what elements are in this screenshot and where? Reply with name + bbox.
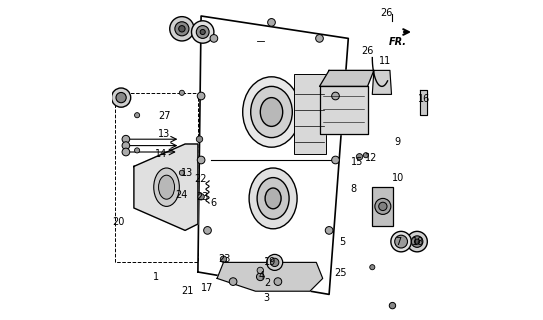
Text: 23: 23: [218, 254, 230, 264]
Circle shape: [370, 265, 375, 270]
Text: 15: 15: [351, 156, 363, 167]
Text: 16: 16: [418, 94, 430, 104]
Polygon shape: [217, 262, 323, 291]
Text: 7: 7: [395, 236, 401, 247]
Bar: [372, 187, 393, 226]
Circle shape: [116, 92, 126, 103]
Circle shape: [179, 26, 185, 32]
Circle shape: [197, 136, 203, 142]
Text: 22: 22: [194, 174, 207, 184]
Text: 19: 19: [264, 257, 277, 267]
Text: 10: 10: [392, 172, 404, 183]
Text: 5: 5: [339, 236, 345, 247]
Circle shape: [325, 227, 333, 234]
Circle shape: [220, 256, 226, 262]
Circle shape: [198, 194, 204, 200]
Text: 4: 4: [258, 271, 264, 281]
Ellipse shape: [249, 168, 297, 229]
Circle shape: [197, 156, 205, 164]
Circle shape: [170, 17, 194, 41]
Ellipse shape: [265, 188, 281, 209]
Circle shape: [257, 267, 263, 274]
Circle shape: [268, 19, 275, 26]
Text: 24: 24: [175, 190, 187, 200]
Circle shape: [192, 21, 214, 43]
Text: 8: 8: [350, 184, 356, 195]
Polygon shape: [372, 70, 392, 94]
Circle shape: [332, 92, 339, 100]
Circle shape: [414, 239, 420, 244]
Circle shape: [256, 273, 264, 281]
Circle shape: [179, 90, 185, 95]
Text: 1: 1: [153, 272, 159, 282]
Ellipse shape: [260, 98, 283, 126]
Circle shape: [407, 231, 427, 252]
Text: 13: 13: [158, 129, 171, 140]
Circle shape: [200, 29, 205, 35]
Circle shape: [229, 278, 237, 285]
Ellipse shape: [159, 175, 174, 199]
Circle shape: [111, 88, 131, 107]
Circle shape: [375, 198, 391, 214]
Text: 2: 2: [264, 277, 270, 288]
Ellipse shape: [251, 86, 292, 138]
Circle shape: [197, 92, 205, 100]
Polygon shape: [134, 144, 198, 230]
Circle shape: [378, 202, 387, 211]
Circle shape: [363, 153, 369, 158]
Text: 20: 20: [112, 217, 125, 228]
Ellipse shape: [243, 77, 300, 147]
Circle shape: [412, 236, 423, 247]
Circle shape: [332, 156, 339, 164]
Circle shape: [395, 235, 407, 248]
Circle shape: [315, 35, 323, 42]
Text: 21: 21: [181, 285, 194, 296]
Text: 14: 14: [155, 148, 167, 159]
Circle shape: [135, 148, 140, 153]
Circle shape: [204, 227, 211, 234]
Polygon shape: [319, 86, 368, 134]
Circle shape: [270, 258, 279, 267]
Text: 27: 27: [159, 111, 171, 121]
Text: 26: 26: [380, 8, 392, 18]
Polygon shape: [420, 90, 427, 115]
Text: 13: 13: [181, 168, 193, 178]
Circle shape: [175, 22, 189, 36]
Text: 12: 12: [364, 153, 377, 164]
Text: 18: 18: [412, 236, 424, 247]
Text: 11: 11: [379, 56, 391, 66]
Text: FR.: FR.: [389, 36, 407, 47]
Circle shape: [267, 254, 283, 270]
Text: 23: 23: [197, 192, 209, 202]
Circle shape: [122, 148, 130, 156]
Text: 6: 6: [211, 198, 217, 208]
Circle shape: [179, 170, 185, 175]
Circle shape: [197, 26, 209, 38]
Circle shape: [391, 231, 412, 252]
Text: 9: 9: [395, 137, 401, 148]
Text: 26: 26: [361, 46, 374, 56]
Text: 25: 25: [334, 268, 347, 278]
Circle shape: [135, 113, 140, 118]
Ellipse shape: [154, 168, 179, 206]
Circle shape: [274, 278, 282, 285]
Circle shape: [122, 135, 130, 143]
Text: 17: 17: [201, 283, 213, 293]
Bar: [294, 74, 326, 154]
Circle shape: [356, 154, 363, 160]
Polygon shape: [319, 70, 374, 86]
Circle shape: [210, 35, 218, 42]
Circle shape: [389, 302, 396, 309]
Ellipse shape: [257, 178, 289, 219]
Text: 3: 3: [263, 293, 269, 303]
Circle shape: [122, 142, 130, 149]
